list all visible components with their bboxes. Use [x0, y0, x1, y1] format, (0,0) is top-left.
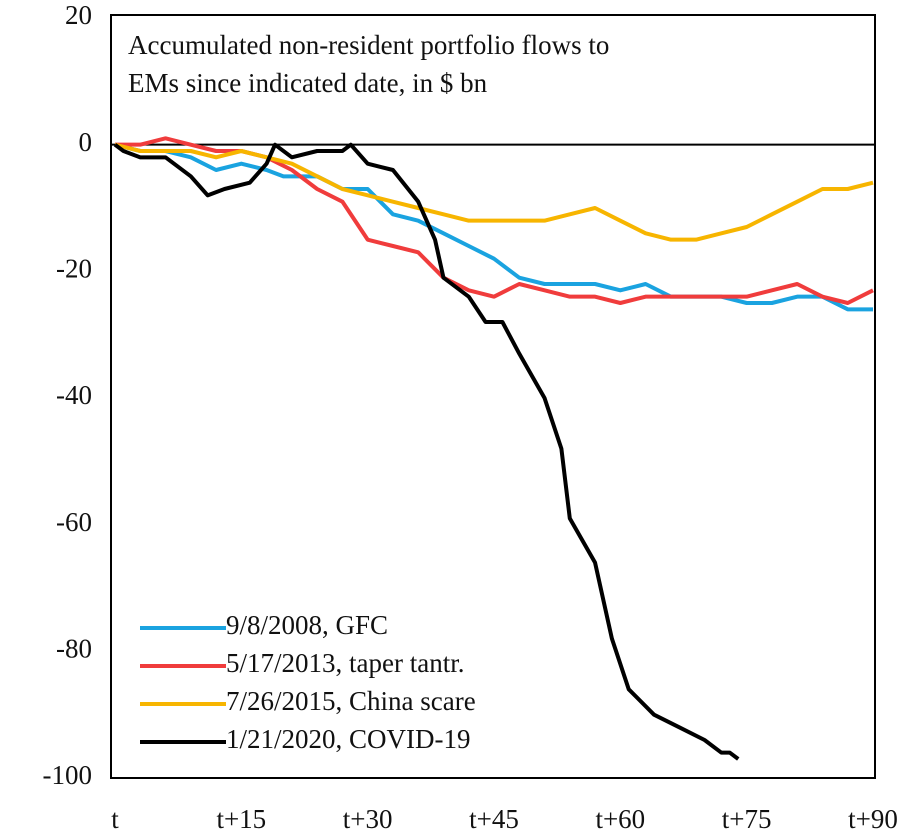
- x-tick-label: t+75: [722, 804, 772, 834]
- y-tick-label: -20: [56, 254, 92, 284]
- x-tick-label: t: [111, 804, 119, 834]
- x-tick-label: t+60: [595, 804, 645, 834]
- y-tick-label: 0: [79, 127, 93, 157]
- x-tick-label: t+30: [343, 804, 393, 834]
- chart-title: Accumulated non-resident portfolio flows…: [128, 30, 609, 60]
- series-line: [114, 142, 873, 312]
- chart-title: EMs since indicated date, in $ bn: [128, 68, 488, 98]
- plot-frame: [110, 14, 876, 779]
- y-tick-label: -80: [56, 634, 92, 664]
- series-line: [114, 142, 874, 242]
- legend-label: 9/8/2008, GFC: [226, 610, 388, 640]
- y-tick-label: -60: [56, 507, 92, 537]
- legend-label: 1/21/2020, COVID-19: [226, 724, 471, 754]
- x-tick-label: t+15: [216, 804, 266, 834]
- legend-label: 5/17/2013, taper tantr.: [226, 648, 464, 678]
- y-tick-label: -100: [43, 760, 93, 790]
- legend-label: 7/26/2015, China scare: [226, 686, 476, 716]
- x-tick-label: t+90: [848, 804, 898, 834]
- series-line: [113, 142, 740, 761]
- y-tick-label: -40: [56, 380, 92, 410]
- x-tick-label: t+45: [469, 804, 519, 834]
- y-tick-label: 20: [65, 0, 92, 30]
